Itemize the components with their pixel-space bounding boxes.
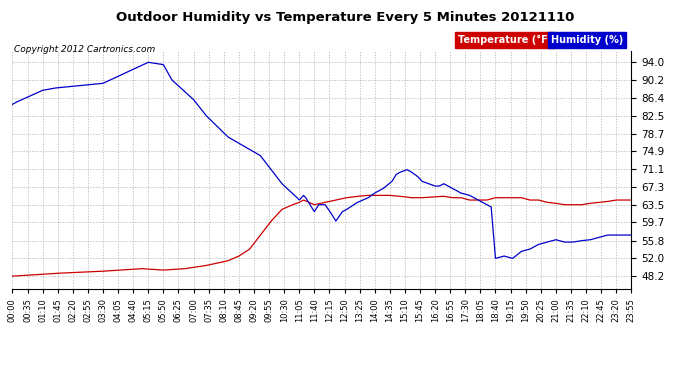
Text: Humidity (%): Humidity (%) (551, 35, 623, 45)
Text: Temperature (°F): Temperature (°F) (458, 35, 552, 45)
Text: Copyright 2012 Cartronics.com: Copyright 2012 Cartronics.com (14, 45, 155, 54)
Text: Outdoor Humidity vs Temperature Every 5 Minutes 20121110: Outdoor Humidity vs Temperature Every 5 … (116, 11, 574, 24)
